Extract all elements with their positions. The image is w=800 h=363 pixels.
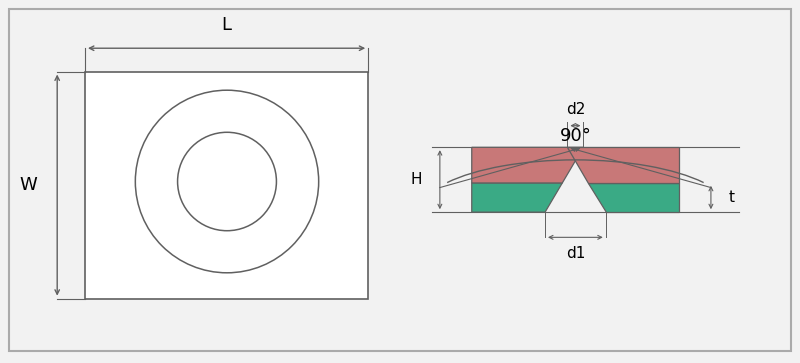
Polygon shape: [567, 147, 679, 183]
Text: d1: d1: [566, 246, 585, 261]
Text: t: t: [729, 190, 734, 205]
Text: d2: d2: [566, 102, 585, 117]
Bar: [85, 72, 368, 299]
Text: 90°: 90°: [559, 127, 591, 146]
Polygon shape: [589, 183, 679, 212]
Polygon shape: [472, 147, 583, 183]
Ellipse shape: [135, 90, 318, 273]
Polygon shape: [472, 183, 562, 212]
Text: W: W: [19, 176, 38, 194]
Text: H: H: [411, 172, 422, 187]
Text: L: L: [222, 16, 232, 34]
Ellipse shape: [178, 132, 277, 231]
